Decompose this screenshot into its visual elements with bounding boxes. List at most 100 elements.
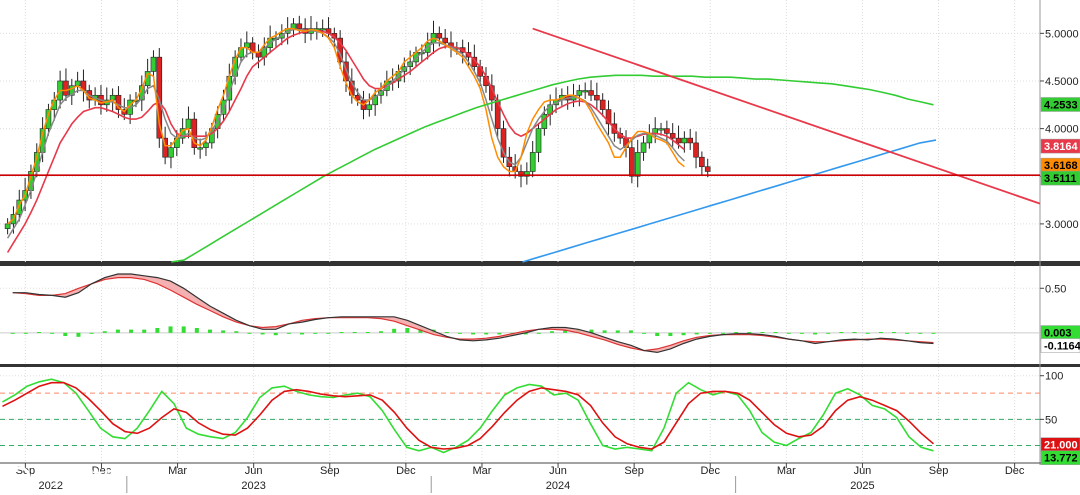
macd-histogram-bar bbox=[392, 328, 397, 333]
macd-histogram-bar bbox=[142, 329, 147, 333]
price-last-value-badge bbox=[1040, 170, 1080, 186]
macd-last-value-badge bbox=[1040, 338, 1080, 353]
x-tick-label-month: Dec bbox=[1005, 465, 1025, 477]
x-tick-label-month: Sep bbox=[929, 465, 949, 477]
macd-histogram-bar bbox=[497, 332, 502, 335]
macd-histogram-bar bbox=[813, 332, 818, 335]
macd-histogram-bar bbox=[181, 326, 186, 333]
macd-histogram-bar bbox=[457, 332, 462, 334]
macd-histogram-bar bbox=[931, 332, 936, 334]
macd-histogram-bar bbox=[734, 332, 739, 334]
panel-separator-2 bbox=[0, 364, 1080, 367]
macd-histogram-bar bbox=[300, 332, 305, 335]
x-tick-label-month: Jun bbox=[549, 465, 567, 477]
moving-average-line-blue bbox=[522, 139, 937, 263]
macd-histogram-bar bbox=[589, 329, 594, 333]
candle-down bbox=[704, 166, 711, 172]
candle-up bbox=[203, 142, 209, 148]
stochastic-d-line bbox=[2, 381, 935, 450]
stoch-last-value-text: 13.772 bbox=[1044, 453, 1078, 465]
macd-histogram-bar bbox=[878, 332, 883, 334]
macd-histogram-bar bbox=[747, 332, 752, 334]
candle-up bbox=[68, 85, 75, 96]
macd-histogram-bar bbox=[786, 332, 791, 334]
price-y-tick-label: 4.5000 bbox=[1045, 76, 1079, 88]
macd-histogram-bar bbox=[839, 332, 844, 334]
x-tick-label-year: 2023 bbox=[241, 480, 265, 492]
candle-up bbox=[524, 171, 530, 177]
candle-down bbox=[63, 80, 69, 96]
macd-histogram-bar bbox=[155, 328, 160, 333]
watermark-logo-icon bbox=[9, 466, 31, 488]
macd-histogram-bar bbox=[418, 328, 423, 333]
moving-average-line-green bbox=[171, 74, 934, 263]
macd-histogram-bar bbox=[523, 332, 528, 335]
moving-average-line-red bbox=[6, 29, 685, 253]
macd-histogram-bar bbox=[852, 332, 857, 334]
candle-up bbox=[150, 56, 157, 72]
macd-histogram-bar bbox=[23, 332, 28, 334]
candle-up bbox=[582, 90, 588, 93]
macd-histogram-bar bbox=[247, 332, 252, 334]
candle-up bbox=[681, 137, 688, 144]
candle-down bbox=[115, 94, 122, 110]
x-tick-label-month: Mar bbox=[168, 465, 187, 477]
macd-histogram-bar bbox=[484, 332, 489, 335]
macd-histogram-bar bbox=[865, 332, 870, 334]
x-tick-label-month: Dec bbox=[396, 465, 416, 477]
price-last-value-text: 4.2533 bbox=[1044, 99, 1078, 111]
macd-histogram-bar bbox=[10, 332, 15, 334]
macd-histogram-bar bbox=[378, 331, 383, 333]
macd-histogram-bar bbox=[918, 332, 923, 334]
macd-histogram-bar bbox=[365, 332, 370, 334]
macd-histogram-bar bbox=[563, 330, 568, 333]
stoch-last-value-text: 21.000 bbox=[1044, 440, 1078, 452]
macd-histogram-bar bbox=[681, 332, 686, 336]
candle-down bbox=[699, 156, 705, 168]
macd-histogram-bar bbox=[694, 332, 699, 335]
candle-up bbox=[640, 142, 647, 153]
macd-histogram-bar bbox=[536, 332, 541, 334]
candle-up bbox=[529, 152, 536, 172]
candle-down bbox=[594, 94, 600, 101]
macd-histogram-bar bbox=[405, 328, 410, 333]
macd-last-value-text: -0.1164 bbox=[1044, 341, 1080, 353]
macd-histogram-bar bbox=[102, 331, 107, 333]
macd-histogram-bar bbox=[221, 330, 226, 333]
x-tick-label-month: Sep bbox=[624, 465, 644, 477]
candle-down bbox=[500, 128, 507, 158]
candle-up bbox=[535, 128, 542, 153]
x-tick-label-month: Mar bbox=[472, 465, 491, 477]
candle-down bbox=[162, 137, 168, 158]
watermark-text: 大数跨境 bbox=[52, 468, 120, 489]
macd-histogram-bar bbox=[799, 332, 804, 334]
macd-histogram-bar bbox=[260, 332, 265, 335]
price-last-value-text: 3.5111 bbox=[1044, 173, 1076, 185]
price-last-value-text: 3.6168 bbox=[1044, 160, 1078, 172]
candle-up bbox=[319, 28, 326, 31]
macd-histogram-bar bbox=[628, 330, 633, 333]
macd-histogram-bar bbox=[471, 332, 476, 335]
x-tick-label-year: 2022 bbox=[38, 480, 62, 492]
candle-up bbox=[16, 199, 23, 215]
macd-histogram-bar bbox=[50, 332, 55, 334]
candle-up bbox=[366, 104, 373, 110]
candle-down bbox=[599, 99, 606, 110]
macd-histogram-bar bbox=[129, 329, 134, 333]
macd-y-tick-label: 0.50 bbox=[1045, 283, 1066, 295]
candle-up bbox=[168, 147, 174, 158]
macd-histogram-bar bbox=[194, 328, 199, 333]
candle-down bbox=[518, 171, 524, 177]
price-y-tick-label: 5.0000 bbox=[1045, 28, 1079, 40]
stoch-y-tick-label: 100 bbox=[1045, 371, 1063, 383]
candle-down bbox=[354, 94, 361, 101]
macd-histogram-bar bbox=[615, 330, 620, 333]
macd-histogram-bar bbox=[760, 332, 765, 334]
macd-histogram-bar bbox=[168, 326, 173, 333]
candle-down bbox=[669, 133, 676, 139]
candle-up bbox=[372, 94, 378, 106]
macd-histogram-bar bbox=[115, 329, 120, 333]
macd-histogram-bar bbox=[326, 332, 331, 334]
macd-histogram-bar bbox=[655, 332, 660, 337]
